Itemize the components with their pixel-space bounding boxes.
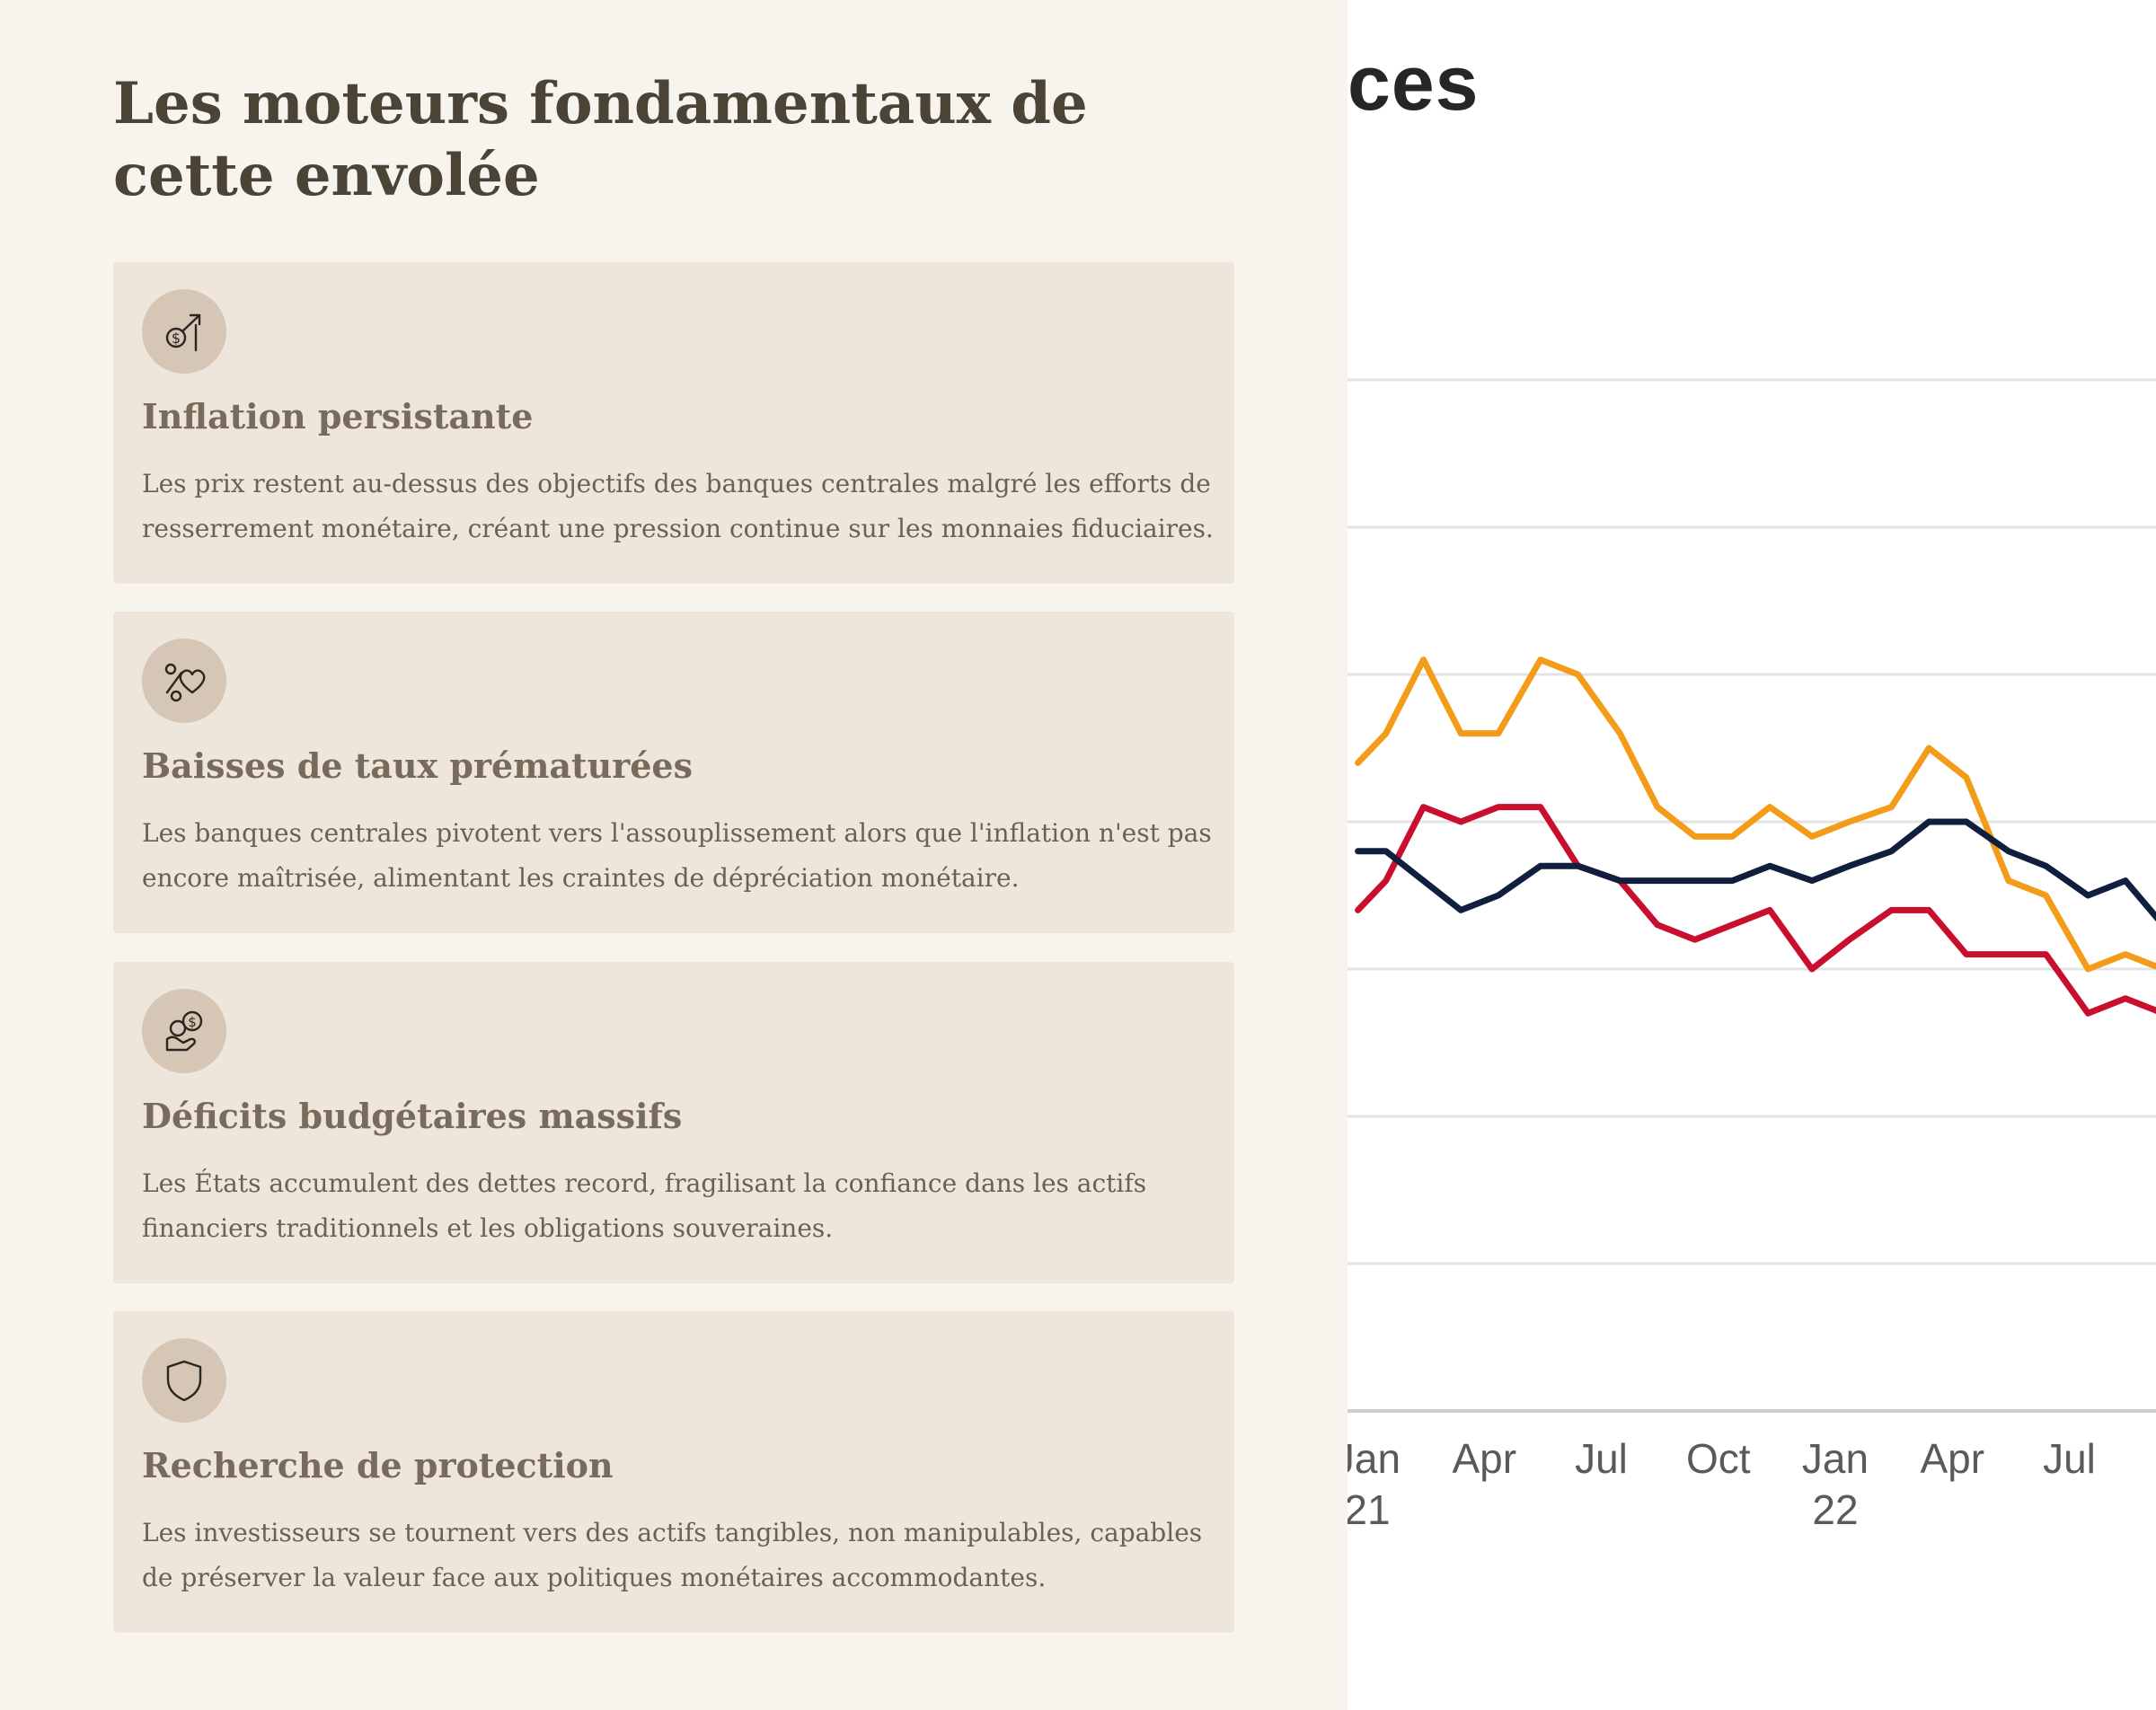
content-panel: Les moteurs fondamentaux de cette envolé… [0, 0, 1348, 1710]
x-tick-year-label: 21 [1348, 1486, 1391, 1533]
card-title: Baisses de taux prématurées [142, 745, 693, 786]
svg-text:$: $ [172, 330, 181, 347]
series-line-3 [1355, 818, 2156, 922]
card-text: Les prix restent au-dessus des objectifs… [142, 469, 1214, 543]
card-title: Inflation persistante [142, 396, 534, 436]
x-tick-label: Jul [2043, 1435, 2096, 1482]
coins-hand-icon: $ [142, 989, 226, 1073]
chart-title-fragment: ces [1348, 40, 1480, 127]
x-tick-label: Jan [1348, 1435, 1401, 1482]
card-text: Les investisseurs se tournent vers des a… [142, 1518, 1203, 1592]
x-tick-label: Jul [1575, 1435, 1628, 1482]
card-text: Les États accumulent des dettes record, … [142, 1168, 1147, 1243]
card-text: Les banques centrales pivotent vers l'as… [142, 818, 1212, 893]
x-tick-year-label: 22 [1812, 1486, 1858, 1533]
x-tick-label: Jan [1802, 1435, 1869, 1482]
driver-card-rate-cuts: Baisses de taux prématurées Les banques … [113, 612, 1234, 933]
percent-heart-icon [142, 639, 226, 723]
x-tick-label: Oct [1686, 1435, 1751, 1482]
line-chart: Jan21AprJulOctJan22AprJul [1348, 378, 2156, 1533]
driver-card-protection: Recherche de protection Les investisseur… [113, 1311, 1234, 1633]
series-line-1 [1355, 657, 2156, 973]
shield-icon [142, 1338, 226, 1423]
x-tick-label: Apr [1920, 1435, 1984, 1482]
series-line-2 [1355, 804, 2156, 1017]
x-tick-label: Apr [1452, 1435, 1516, 1482]
section-title: Les moteurs fondamentaux de cette envolé… [113, 70, 1088, 209]
card-title: Déficits budgétaires massifs [142, 1096, 683, 1136]
svg-text:$: $ [188, 1014, 197, 1030]
chart-panel: Jan21AprJulOctJan22AprJul ces [1348, 0, 2156, 1710]
dollar-arrow-up-icon: $ [142, 289, 226, 374]
driver-card-inflation: $ Inflation persistante Les prix restent… [113, 262, 1234, 584]
driver-card-deficits: $ Déficits budgétaires massifs Les États… [113, 962, 1234, 1283]
card-title: Recherche de protection [142, 1445, 614, 1485]
